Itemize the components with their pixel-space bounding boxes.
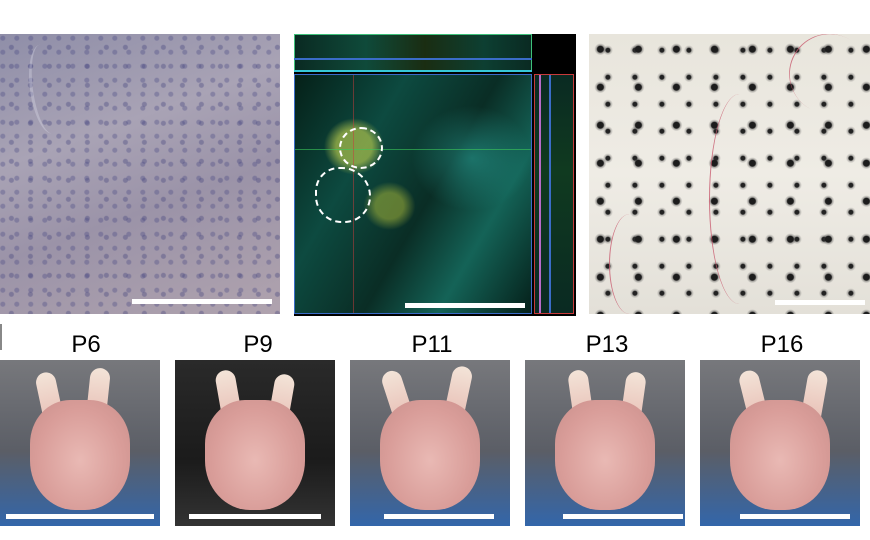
scale-bar xyxy=(6,514,154,519)
paw xyxy=(30,400,130,510)
confocal-crosshair-green xyxy=(295,149,531,150)
paw-label-p11: P11 xyxy=(411,331,453,358)
skin-fold xyxy=(23,42,70,136)
roi-outline-1 xyxy=(339,127,383,169)
panel-divider xyxy=(0,324,2,350)
scale-bar xyxy=(740,514,850,519)
blood-vessel xyxy=(609,214,650,314)
confocal-crosshair-blue xyxy=(294,58,532,60)
scale-bar xyxy=(775,300,865,305)
paw-label-p13: P13 xyxy=(585,331,629,358)
scale-bar xyxy=(132,299,272,304)
paw-photo-p16 xyxy=(700,360,860,526)
roi-outline-2 xyxy=(315,167,371,223)
confocal-xy-view xyxy=(294,74,532,314)
confocal-image-panel xyxy=(294,34,576,316)
confocal-side-line-blue xyxy=(549,75,551,313)
scale-bar xyxy=(189,514,321,519)
scale-bar xyxy=(405,303,525,308)
blood-vessel xyxy=(709,94,770,304)
paw-label-p16: P16 xyxy=(760,331,804,358)
paw-label-p9: P9 xyxy=(243,331,273,358)
paw-label-p6: P6 xyxy=(71,331,101,358)
confocal-yz-projection xyxy=(534,74,574,314)
confocal-xz-projection xyxy=(294,34,532,72)
paw-photo-p13 xyxy=(525,360,685,526)
blood-vessel xyxy=(774,34,870,129)
paw-photo-p11 xyxy=(350,360,510,526)
paw xyxy=(555,400,655,510)
paw xyxy=(380,400,480,510)
scale-bar xyxy=(384,514,494,519)
confocal-crosshair-cyan xyxy=(294,70,532,72)
paw xyxy=(205,400,305,510)
paw-photo-p9 xyxy=(175,360,335,526)
scale-bar xyxy=(563,514,683,519)
stained-skin-panel xyxy=(589,34,870,314)
confocal-side-line-violet xyxy=(539,75,541,313)
skin-photo-panel xyxy=(0,34,280,314)
paw xyxy=(730,400,830,510)
paw-photo-p6 xyxy=(0,360,160,526)
